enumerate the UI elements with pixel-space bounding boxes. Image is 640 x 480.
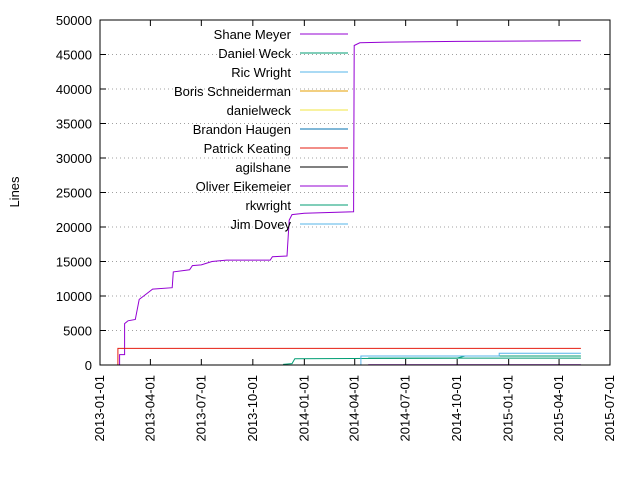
legend-label: Shane Meyer <box>214 27 292 42</box>
legend-label: agilshane <box>235 160 291 175</box>
legend: Shane Meyer Daniel Weck Ric Wright Boris Sc… <box>174 27 348 232</box>
legend-label: Patrick Keating <box>204 141 291 156</box>
x-tick-label: 2014-07-01 <box>398 375 413 442</box>
y-tick-label: 15000 <box>56 255 92 270</box>
x-tick-label: 2015-07-01 <box>602 375 617 442</box>
y-tick-label: 35000 <box>56 117 92 132</box>
legend-label: Boris Schneiderman <box>174 84 291 99</box>
x-tick-label: 2013-01-01 <box>92 375 107 442</box>
x-tick-label: 2013-10-01 <box>245 375 260 442</box>
legend-label: Oliver Eikemeier <box>196 179 292 194</box>
y-tick-label: 0 <box>85 358 92 373</box>
x-tick-label: 2013-07-01 <box>193 375 208 442</box>
y-tick-label: 40000 <box>56 82 92 97</box>
legend-label: danielweck <box>227 103 292 118</box>
legend-label: Ric Wright <box>231 65 291 80</box>
y-tick-label: 30000 <box>56 151 92 166</box>
series-line <box>115 347 581 366</box>
y-tick-label: 45000 <box>56 48 92 63</box>
x-tick-label: 2015-04-01 <box>551 375 566 442</box>
y-tick-label: 20000 <box>56 220 92 235</box>
y-tick-label: 25000 <box>56 186 92 201</box>
x-tick-label: 2014-01-01 <box>296 375 311 442</box>
grid-lines <box>100 54 610 331</box>
y-tick-label: 10000 <box>56 289 92 304</box>
series-line <box>359 352 581 366</box>
legend-label: Daniel Weck <box>218 46 291 61</box>
y-tick-label: 50000 <box>56 13 92 28</box>
x-tick-label: 2015-01-01 <box>501 375 516 442</box>
x-tick-label: 2013-04-01 <box>142 375 157 442</box>
x-tick-label: 2014-04-01 <box>347 375 362 442</box>
y-axis-ticks: 0 5000 10000 15000 20000 25000 30000 35000 40000… <box>56 13 610 373</box>
series-line <box>119 40 581 365</box>
legend-label: Brandon Haugen <box>193 122 291 137</box>
series-line <box>275 355 581 366</box>
legend-label: rkwright <box>245 198 291 213</box>
y-tick-label: 5000 <box>63 324 92 339</box>
legend-label: Jim Dovey <box>230 217 291 232</box>
x-tick-label: 2014-10-01 <box>449 375 464 442</box>
x-axis-ticks: 2013-01-01 2013-04-01 2013-07-01 2013-10-01… <box>92 20 617 442</box>
y-axis-title: Lines <box>7 176 22 208</box>
